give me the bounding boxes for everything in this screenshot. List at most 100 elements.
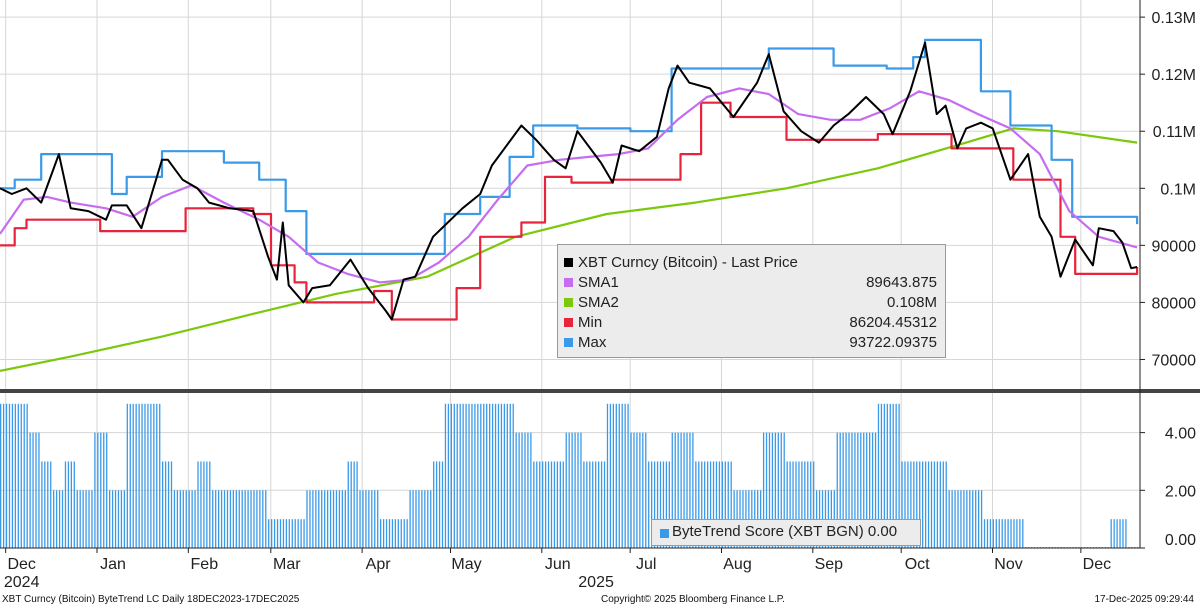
score-bar-379 — [1116, 519, 1118, 548]
score-bar-233 — [686, 432, 688, 548]
score-bar-38 — [111, 490, 114, 548]
panel-divider — [0, 389, 1200, 393]
score-bar-187 — [550, 461, 553, 548]
score-bar-181 — [533, 461, 535, 548]
score-bar-88 — [259, 490, 261, 548]
score-bar-186 — [547, 461, 550, 548]
score-bar-294 — [866, 432, 868, 548]
score-bar-216 — [636, 432, 638, 548]
score-bar-245 — [721, 461, 724, 548]
score-bar-232 — [683, 432, 685, 548]
score-bar-246 — [724, 461, 726, 548]
score-bar-52 — [153, 403, 155, 548]
legend-swatch-min — [564, 318, 573, 327]
score-bar-335 — [986, 519, 989, 548]
score-bar-46 — [135, 403, 137, 548]
score-bar-378 — [1113, 519, 1115, 548]
score-bar-129 — [380, 519, 382, 548]
ytick-upper-label-5: 80000 — [1152, 295, 1197, 312]
score-bar-1 — [2, 403, 5, 548]
score-bar-343 — [1010, 519, 1012, 548]
score-bar-110 — [324, 490, 326, 548]
score-bar-163 — [480, 403, 482, 548]
score-bar-336 — [989, 519, 992, 548]
score-bar-307 — [904, 461, 906, 548]
score-bar-308 — [907, 461, 909, 548]
series-line-sma1 — [0, 87, 1138, 284]
score-bar-325 — [957, 490, 959, 548]
score-bar-144 — [424, 490, 426, 548]
score-bar-112 — [329, 490, 332, 548]
score-bar-200 — [589, 461, 591, 548]
score-bar-44 — [129, 403, 131, 548]
score-bar-132 — [388, 519, 391, 548]
score-bar-313 — [922, 461, 924, 548]
score-bar-103 — [303, 519, 305, 548]
score-bar-36 — [106, 432, 108, 548]
score-bar-191 — [562, 461, 564, 548]
score-bar-273 — [804, 461, 806, 548]
score-bar-211 — [621, 403, 623, 548]
score-bar-78 — [229, 490, 232, 548]
score-bar-344 — [1013, 519, 1015, 548]
score-bar-147 — [433, 461, 435, 548]
score-bar-157 — [462, 403, 464, 548]
score-bar-223 — [656, 461, 659, 548]
score-bar-169 — [497, 403, 500, 548]
score-bar-122 — [359, 490, 361, 548]
xtick-month-label-7: Jul — [636, 556, 656, 573]
score-bar-68 — [200, 461, 202, 548]
score-bar-67 — [197, 461, 199, 548]
score-bar-174 — [512, 403, 514, 548]
legend-swatch-last-price — [564, 258, 573, 267]
xtick-year-label-1: 2025 — [578, 574, 614, 591]
score-bar-6 — [17, 403, 19, 548]
score-bar-66 — [194, 490, 196, 548]
score-bar-117 — [344, 490, 346, 548]
score-bar-194 — [571, 432, 573, 548]
score-bar-47 — [138, 403, 140, 548]
footer-right: 17-Dec-2025 09:29:44 — [1094, 594, 1194, 605]
xtick-month-label-2: Feb — [191, 556, 219, 573]
score-bar-5 — [14, 403, 17, 548]
score-bar-184 — [542, 461, 544, 548]
score-bar-158 — [465, 403, 467, 548]
score-bar-276 — [813, 461, 815, 548]
score-bar-13 — [38, 432, 40, 548]
score-bar-217 — [639, 432, 641, 548]
score-bar-98 — [288, 519, 290, 548]
legend-value-min: 86204.45312 — [849, 314, 937, 331]
score-bar-202 — [595, 461, 597, 548]
score-bar-79 — [232, 490, 235, 548]
score-bar-227 — [668, 461, 670, 548]
score-bar-42 — [123, 490, 126, 548]
score-bar-45 — [132, 403, 134, 548]
score-bar-337 — [992, 519, 995, 548]
score-bar-77 — [226, 490, 229, 548]
legend-value-sma2: 0.108M — [886, 294, 937, 311]
score-bar-72 — [212, 490, 214, 548]
legend-name-sma1: SMA1 — [578, 274, 619, 291]
score-bar-161 — [474, 403, 476, 548]
xtick-month-label-5: May — [451, 556, 481, 573]
score-bar-240 — [706, 461, 709, 548]
score-bar-318 — [936, 461, 939, 548]
score-bar-327 — [963, 490, 965, 548]
score-bar-16 — [47, 461, 49, 548]
score-bar-23 — [67, 461, 70, 548]
score-bar-189 — [556, 461, 559, 548]
score-bar-377 — [1110, 519, 1112, 548]
score-bar-166 — [488, 403, 491, 548]
score-bar-222 — [653, 461, 656, 548]
score-bar-159 — [468, 403, 470, 548]
legend-name-min: Min — [578, 314, 603, 331]
score-bar-20 — [58, 490, 61, 548]
score-bar-236 — [695, 461, 697, 548]
score-bar-37 — [108, 490, 111, 548]
score-bar-312 — [919, 461, 921, 548]
lower-legend: ByteTrend Score (XBT BGN) 0.00 — [651, 519, 921, 546]
score-bar-131 — [385, 519, 388, 548]
score-bar-74 — [217, 490, 220, 548]
score-bar-137 — [403, 519, 405, 548]
score-bar-51 — [150, 403, 152, 548]
